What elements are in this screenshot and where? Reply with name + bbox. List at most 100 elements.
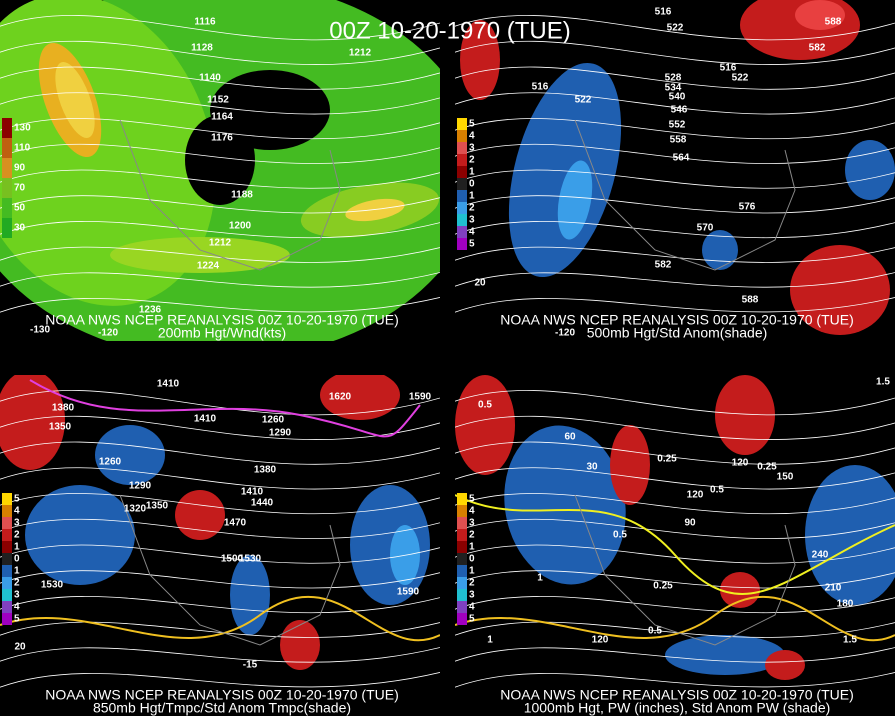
- contour-line: [455, 66, 895, 90]
- legend-label: 5: [469, 494, 475, 505]
- contour-line: [455, 118, 895, 140]
- temperature-contour: [0, 595, 440, 642]
- legend-label: 2: [469, 578, 475, 589]
- legend-swatch: [2, 589, 12, 601]
- panel-caption: NOAA NWS NCEP REANALYSIS 00Z 10-20-1970 …: [500, 687, 854, 703]
- legend-label: 2: [469, 155, 475, 166]
- contour-line: [0, 621, 440, 638]
- legend-swatch: [457, 505, 467, 517]
- legend-swatch: [457, 118, 467, 130]
- contour-label: 1140: [199, 73, 221, 84]
- legend-swatch: [457, 142, 467, 154]
- contour-label: 1188: [231, 190, 253, 201]
- legend-swatch: [2, 613, 12, 625]
- contour-line: [455, 493, 895, 515]
- legend-label: 2: [14, 530, 20, 541]
- contour-line: [0, 296, 440, 313]
- contour-label: 558: [670, 135, 687, 146]
- legend-swatch: [2, 158, 12, 178]
- shaded-area: [110, 237, 290, 273]
- contour-label: 180: [837, 599, 854, 610]
- shaded-area: [720, 572, 760, 608]
- legend-swatch: [457, 190, 467, 202]
- legend-swatch: [2, 493, 12, 505]
- contour-label: 1590: [409, 392, 432, 403]
- legend-swatch: [2, 577, 12, 589]
- contour-label: 576: [739, 202, 756, 213]
- shaded-area: [320, 375, 400, 420]
- shaded-area: [665, 635, 785, 675]
- coastline: [574, 119, 796, 271]
- contour-line: [0, 40, 440, 65]
- legend-label: 2: [469, 203, 475, 214]
- contour-label: 582: [655, 260, 672, 271]
- contour-label: 1260: [99, 457, 122, 468]
- panel-subtitle: 850mb Hgt/Tmpc/Std Anom Tmpc(shade): [93, 700, 351, 716]
- legend-swatch: [457, 178, 467, 190]
- legend-label: 5: [469, 119, 475, 130]
- shaded-area: [230, 555, 270, 635]
- contour-label: 0.5: [710, 485, 724, 496]
- contour-label: 522: [667, 23, 684, 34]
- contour-label: 1176: [211, 133, 233, 144]
- contour-line: [455, 246, 895, 263]
- coastline: [119, 119, 341, 271]
- contour-label: 20: [474, 278, 486, 289]
- legend-label: 50: [14, 203, 26, 214]
- contour-label: 120: [687, 490, 704, 501]
- legend-label: 1: [469, 191, 475, 202]
- contour-label: 1.5: [843, 635, 857, 646]
- legend-swatch: [2, 218, 12, 238]
- shaded-area: [610, 425, 650, 505]
- contour-label: 1.5: [876, 377, 890, 388]
- temperature-contour: [29, 379, 421, 438]
- contour-label: 528: [665, 73, 682, 84]
- shaded-area: [790, 245, 890, 335]
- legend-swatch: [457, 493, 467, 505]
- legend-label: 4: [469, 131, 475, 142]
- legend-label: 1: [469, 566, 475, 577]
- contour-line: [0, 390, 440, 416]
- panel-caption: NOAA NWS NCEP REANALYSIS 00Z 10-20-1970 …: [45, 687, 399, 703]
- legend-label: 3: [469, 590, 475, 601]
- contour-line: [0, 415, 440, 440]
- legend-label: 4: [469, 602, 475, 613]
- legend-swatch: [2, 565, 12, 577]
- contour-line: [0, 143, 440, 164]
- shaded-area: [795, 0, 845, 30]
- legend-label: 1: [469, 167, 475, 178]
- map-content: 5165225165225285345405465525585645765705…: [455, 0, 895, 341]
- contour-label: 1116: [194, 17, 216, 28]
- legend-label: 4: [469, 506, 475, 517]
- contour-label: 1380: [254, 465, 277, 476]
- contour-label: 1128: [191, 43, 213, 54]
- contour-label: 588: [825, 17, 842, 28]
- contour-label: 0.25: [653, 581, 673, 592]
- contour-label: 1224: [197, 261, 220, 272]
- map-panel: 1530159016201380141014401470135013801290…: [0, 375, 440, 716]
- legend-label: 4: [469, 227, 475, 238]
- contour-line: [455, 671, 895, 688]
- contour-label: 0.5: [613, 530, 627, 541]
- shaded-area: [95, 425, 165, 485]
- legend-swatch: [2, 118, 12, 138]
- legend-label: 90: [14, 163, 26, 174]
- legend-label: 1: [469, 542, 475, 553]
- contour-label: 150: [777, 472, 794, 483]
- contour-label: 1380: [52, 403, 75, 414]
- contour-line: [0, 271, 440, 288]
- contour-label: 120: [592, 635, 609, 646]
- panel-subtitle: 1000mb Hgt, PW (inches), Std Anom PW (sh…: [524, 700, 831, 716]
- contour-label: -120: [98, 328, 118, 339]
- contour-line: [0, 570, 440, 589]
- map-panel: 5165225165225285345405465525585645765705…: [455, 0, 895, 341]
- contour-label: 582: [809, 43, 826, 54]
- legend-swatch: [457, 517, 467, 529]
- legend-label: 30: [14, 223, 26, 234]
- contour-label: 1410: [194, 414, 217, 425]
- contour-label: 90: [684, 518, 696, 529]
- contour-label: 552: [669, 120, 686, 131]
- panel-caption: NOAA NWS NCEP REANALYSIS 00Z 10-20-1970 …: [500, 312, 854, 328]
- contour-line: [455, 296, 895, 313]
